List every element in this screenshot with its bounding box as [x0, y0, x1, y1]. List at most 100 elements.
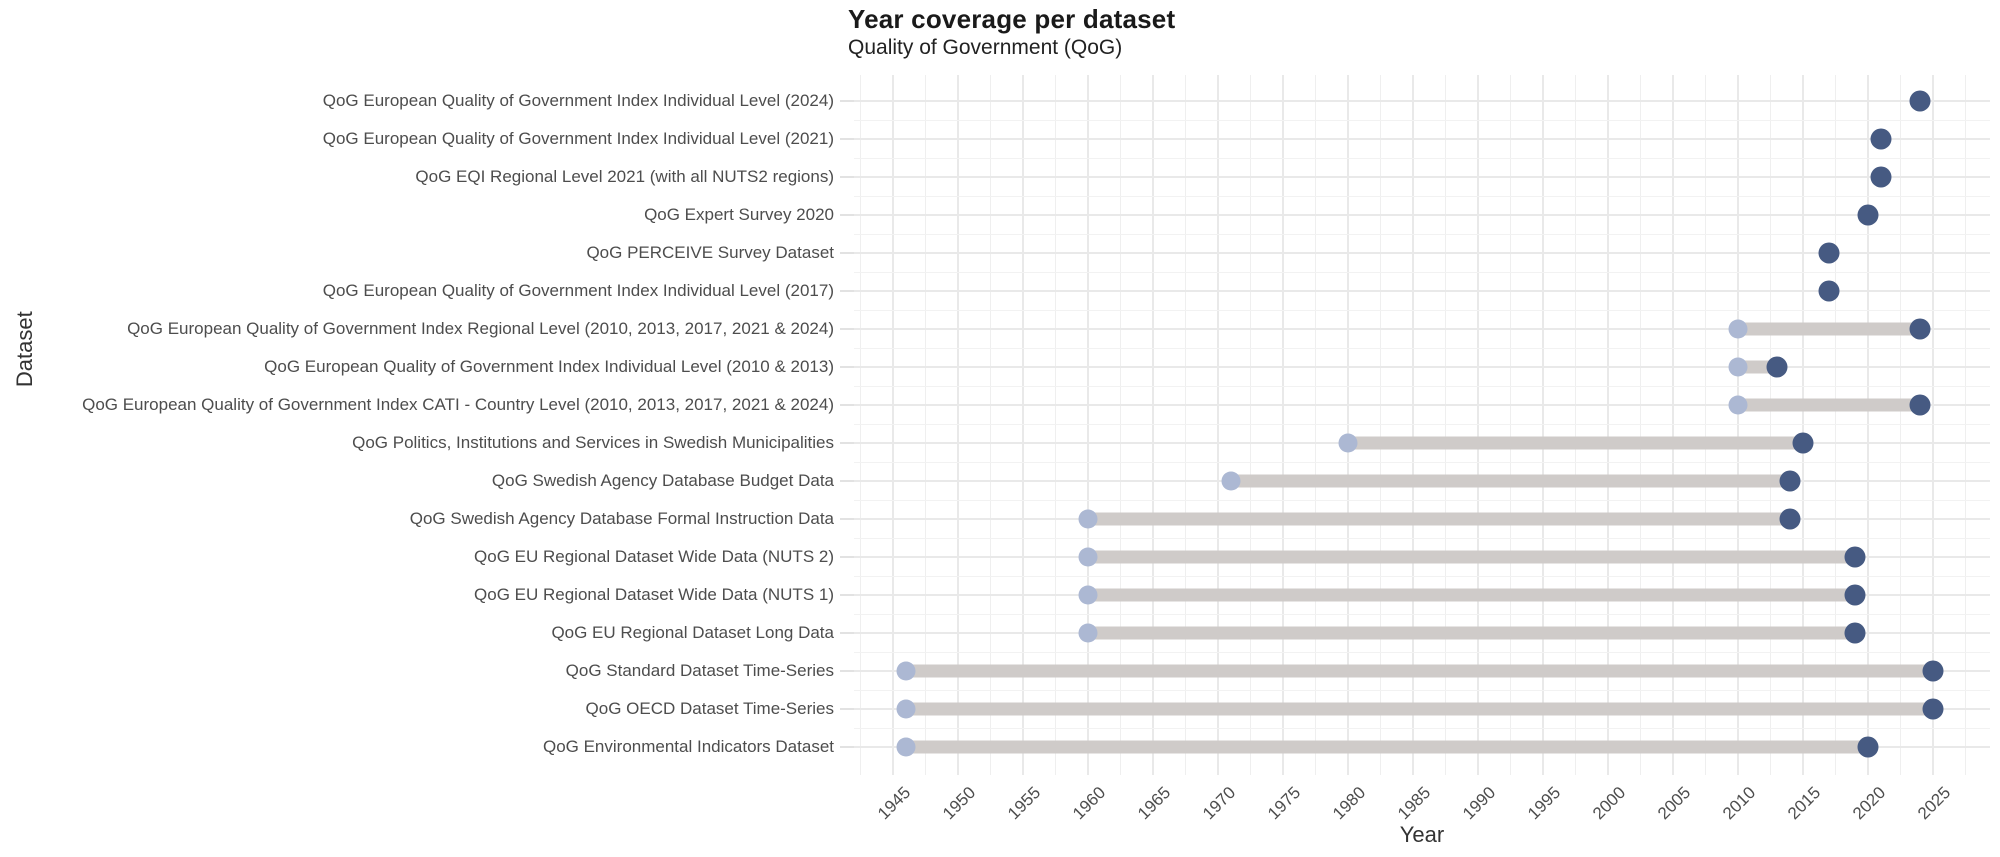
gridline-major-horizontal: [854, 100, 1990, 102]
gridline-minor-horizontal: [854, 157, 1990, 159]
y-axis-tick: [840, 366, 854, 368]
end-year-dot: [1844, 584, 1866, 606]
x-axis-tick-label: 1975: [1264, 783, 1305, 824]
x-axis-tick-label: 1950: [939, 783, 980, 824]
gridline-major-vertical: [1931, 75, 1934, 775]
x-axis-tick-label: 1980: [1328, 783, 1370, 824]
gridline-major-vertical: [1216, 75, 1219, 775]
gridline-major-vertical: [1606, 75, 1609, 775]
gridline-major-horizontal: [854, 290, 1990, 292]
gridline-minor-vertical: [1639, 75, 1641, 775]
gridline-major-vertical: [1801, 75, 1804, 775]
end-year-dot: [1844, 622, 1866, 644]
x-axis-tick-label: 1960: [1069, 783, 1110, 824]
start-year-dot: [1078, 547, 1098, 567]
start-year-dot: [1728, 395, 1748, 415]
end-year-dot: [1909, 318, 1931, 340]
gridline-minor-horizontal: [854, 423, 1990, 425]
y-axis-label: QoG European Quality of Government Index…: [264, 357, 834, 376]
gridline-minor-vertical: [1769, 75, 1771, 775]
gridline-minor-vertical: [1184, 75, 1186, 775]
gridline-minor-vertical: [1379, 75, 1381, 775]
start-year-dot: [896, 737, 916, 757]
y-axis-label: QoG Environmental Indicators Dataset: [542, 737, 834, 756]
start-year-dot: [896, 699, 916, 719]
y-axis-label: QoG European Quality of Government Index…: [322, 91, 834, 110]
gridline-minor-vertical: [1509, 75, 1511, 775]
y-axis-tick: [840, 518, 854, 520]
end-year-dot: [1779, 470, 1801, 492]
y-axis-label: QoG Standard Dataset Time-Series: [565, 661, 834, 680]
end-year-dot: [1857, 736, 1879, 758]
end-year-dot: [1909, 90, 1931, 112]
y-axis-tick: [840, 404, 854, 406]
gridline-minor-horizontal: [854, 499, 1990, 501]
x-axis-tick-label: 1995: [1523, 783, 1565, 824]
gridline-minor-horizontal: [854, 347, 1990, 349]
gridline-minor-vertical: [1314, 75, 1316, 775]
x-axis-tick-label: 1965: [1134, 783, 1175, 824]
x-axis-tick-label: 2025: [1913, 783, 1955, 824]
start-year-dot: [896, 661, 916, 681]
gridline-major-vertical: [956, 75, 959, 775]
gridline-major-horizontal: [854, 214, 1990, 216]
range-bar: [905, 702, 1933, 716]
gridline-minor-vertical: [1899, 75, 1901, 775]
y-axis-label: QoG EU Regional Dataset Wide Data (NUTS …: [474, 585, 834, 604]
gridline-minor-horizontal: [854, 461, 1990, 463]
gridline-minor-horizontal: [854, 195, 1990, 197]
x-axis-tick-label: 2015: [1783, 783, 1825, 824]
y-axis-label: QoG OECD Dataset Time-Series: [585, 699, 834, 718]
start-year-dot: [1221, 471, 1241, 491]
start-year-dot: [1078, 623, 1098, 643]
y-axis-tick: [840, 480, 854, 482]
gridline-major-vertical: [1541, 75, 1544, 775]
y-axis-label: QoG PERCEIVE Survey Dataset: [586, 243, 834, 262]
x-axis-tick-label: 1955: [1004, 783, 1045, 824]
gridline-major-vertical: [891, 75, 894, 775]
x-axis-tick-label: 2000: [1588, 783, 1630, 824]
x-axis-tick-label: 1970: [1199, 783, 1240, 824]
gridline-minor-vertical: [1704, 75, 1706, 775]
gridline-major-horizontal: [854, 176, 1990, 178]
y-axis-label: QoG Swedish Agency Database Budget Data: [491, 471, 834, 490]
end-year-dot: [1922, 698, 1944, 720]
gridline-major-vertical: [1021, 75, 1024, 775]
x-axis-tick-label: 2005: [1653, 783, 1695, 824]
y-axis-label: QoG EQI Regional Level 2021 (with all NU…: [415, 167, 834, 186]
x-axis-tick-label: 2010: [1718, 783, 1760, 824]
gridline-minor-vertical: [1574, 75, 1576, 775]
range-bar: [1230, 474, 1790, 488]
gridline-minor-horizontal: [854, 271, 1990, 273]
end-year-dot: [1922, 660, 1944, 682]
gridline-major-vertical: [1736, 75, 1739, 775]
end-year-dot: [1870, 128, 1892, 150]
gridline-minor-vertical: [1249, 75, 1251, 775]
y-axis-label: QoG EU Regional Dataset Wide Data (NUTS …: [474, 547, 834, 566]
gridline-minor-vertical: [859, 75, 861, 775]
gridline-minor-horizontal: [854, 727, 1990, 729]
gridline-major-vertical: [1151, 75, 1154, 775]
gridline-major-horizontal: [854, 138, 1990, 140]
end-year-dot: [1792, 432, 1814, 454]
start-year-dot: [1338, 433, 1358, 453]
y-axis-label: QoG Politics, Institutions and Services …: [352, 433, 834, 452]
gridline-minor-vertical: [1054, 75, 1056, 775]
gridline-minor-horizontal: [854, 575, 1990, 577]
y-axis-label: QoG European Quality of Government Index…: [322, 129, 834, 148]
range-bar: [1737, 322, 1920, 336]
start-year-dot: [1078, 585, 1098, 605]
start-year-dot: [1078, 509, 1098, 529]
end-year-dot: [1857, 204, 1879, 226]
end-year-dot: [1870, 166, 1892, 188]
gridline-major-vertical: [1476, 75, 1479, 775]
gridline-minor-vertical: [924, 75, 926, 775]
gridline-minor-vertical: [989, 75, 991, 775]
y-axis-label: QoG European Quality of Government Index…: [82, 395, 834, 414]
chart-subtitle: Quality of Government (QoG): [848, 36, 1123, 59]
range-bar: [905, 664, 1933, 678]
gridline-major-vertical: [1866, 75, 1869, 775]
x-axis-tick-label: 1985: [1393, 783, 1435, 824]
range-bar: [1347, 436, 1803, 450]
